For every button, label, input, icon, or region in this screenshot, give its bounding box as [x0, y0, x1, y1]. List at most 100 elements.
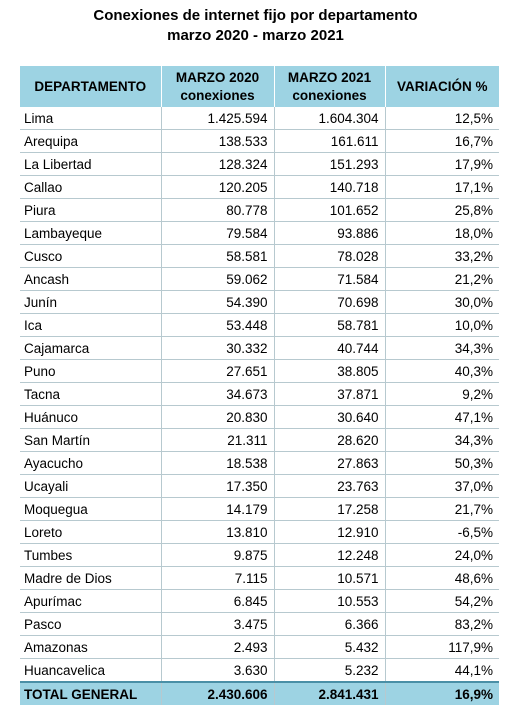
cell-marzo-2021: 10.553 [274, 589, 386, 613]
cell-marzo-2020: 18.538 [161, 451, 275, 475]
cell-marzo-2021: 93.886 [274, 221, 386, 245]
cell-variacion: -6,5% [385, 520, 499, 544]
table-row: Tacna 34.673 37.871 9,2% [20, 382, 499, 406]
cell-departamento: Lambayeque [20, 221, 162, 245]
table-row: Cajamarca 30.332 40.744 34,3% [20, 336, 499, 360]
cell-marzo-2020: 138.533 [161, 129, 275, 153]
cell-variacion: 33,2% [385, 244, 499, 268]
cell-marzo-2021: 70.698 [274, 290, 386, 314]
table-row: Junín 54.390 70.698 30,0% [20, 290, 499, 314]
table-row: Ayacucho 18.538 27.863 50,3% [20, 451, 499, 475]
cell-marzo-2021: 10.571 [274, 566, 386, 590]
cell-marzo-2021: 30.640 [274, 405, 386, 429]
cell-marzo-2021: 12.910 [274, 520, 386, 544]
table-row: San Martín 21.311 28.620 34,3% [20, 428, 499, 452]
cell-marzo-2021: 40.744 [274, 336, 386, 360]
cell-marzo-2021: 151.293 [274, 152, 386, 176]
cell-marzo-2020: 128.324 [161, 152, 275, 176]
table-row: Puno 27.651 38.805 40,3% [20, 359, 499, 383]
total-marzo-2021: 2.841.431 [274, 681, 386, 705]
cell-variacion: 18,0% [385, 221, 499, 245]
cell-variacion: 34,3% [385, 336, 499, 360]
cell-variacion: 48,6% [385, 566, 499, 590]
table-row: Amazonas 2.493 5.432 117,9% [20, 635, 499, 659]
cell-marzo-2020: 17.350 [161, 474, 275, 498]
cell-departamento: Arequipa [20, 129, 162, 153]
table-row: Loreto 13.810 12.910 -6,5% [20, 520, 499, 544]
cell-departamento: Tumbes [20, 543, 162, 567]
cell-departamento: Apurímac [20, 589, 162, 613]
table-row: La Libertad 128.324 151.293 17,9% [20, 152, 499, 176]
cell-departamento: Madre de Dios [20, 566, 162, 590]
cell-variacion: 21,7% [385, 497, 499, 521]
cell-marzo-2020: 53.448 [161, 313, 275, 337]
cell-variacion: 83,2% [385, 612, 499, 636]
cell-marzo-2021: 23.763 [274, 474, 386, 498]
table-row: Moquegua 14.179 17.258 21,7% [20, 497, 499, 521]
cell-marzo-2021: 28.620 [274, 428, 386, 452]
cell-variacion: 47,1% [385, 405, 499, 429]
cell-departamento: Loreto [20, 520, 162, 544]
cell-marzo-2021: 17.258 [274, 497, 386, 521]
cell-variacion: 9,2% [385, 382, 499, 406]
table-row: Cusco 58.581 78.028 33,2% [20, 244, 499, 268]
table-row: Lima 1.425.594 1.604.304 12,5% [20, 107, 499, 130]
cell-marzo-2020: 59.062 [161, 267, 275, 291]
cell-variacion: 54,2% [385, 589, 499, 613]
cell-departamento: La Libertad [20, 152, 162, 176]
cell-marzo-2020: 13.810 [161, 520, 275, 544]
table-row: Ancash 59.062 71.584 21,2% [20, 267, 499, 291]
cell-departamento: Callao [20, 175, 162, 199]
cell-marzo-2021: 101.652 [274, 198, 386, 222]
cell-variacion: 34,3% [385, 428, 499, 452]
cell-variacion: 30,0% [385, 290, 499, 314]
total-row: TOTAL GENERAL 2.430.606 2.841.431 16,9% [20, 681, 499, 705]
table-row: Arequipa 138.533 161.611 16,7% [20, 129, 499, 153]
table-row: Madre de Dios 7.115 10.571 48,6% [20, 566, 499, 590]
table-row: Tumbes 9.875 12.248 24,0% [20, 543, 499, 567]
cell-marzo-2020: 21.311 [161, 428, 275, 452]
cell-variacion: 37,0% [385, 474, 499, 498]
table-row: Ica 53.448 58.781 10,0% [20, 313, 499, 337]
cell-marzo-2020: 9.875 [161, 543, 275, 567]
table-row: Ucayali 17.350 23.763 37,0% [20, 474, 499, 498]
cell-marzo-2020: 120.205 [161, 175, 275, 199]
table-row: Pasco 3.475 6.366 83,2% [20, 612, 499, 636]
cell-marzo-2021: 140.718 [274, 175, 386, 199]
cell-departamento: Moquegua [20, 497, 162, 521]
cell-variacion: 25,8% [385, 198, 499, 222]
cell-variacion: 40,3% [385, 359, 499, 383]
header-row: DEPARTAMENTO MARZO 2020 conexiones MARZO… [20, 66, 499, 107]
cell-variacion: 50,3% [385, 451, 499, 475]
table-row: Callao 120.205 140.718 17,1% [20, 175, 499, 199]
cell-marzo-2021: 27.863 [274, 451, 386, 475]
header-marzo-2021: MARZO 2021 conexiones [274, 66, 386, 107]
header-variacion: VARIACIÓN % [385, 66, 499, 107]
cell-departamento: Pasco [20, 612, 162, 636]
cell-marzo-2020: 20.830 [161, 405, 275, 429]
cell-variacion: 17,9% [385, 152, 499, 176]
cell-marzo-2020: 2.493 [161, 635, 275, 659]
table-body: Lima 1.425.594 1.604.304 12,5% Arequipa 138.5… [20, 107, 499, 683]
total-variacion: 16,9% [385, 681, 499, 705]
table-row: Apurímac 6.845 10.553 54,2% [20, 589, 499, 613]
cell-variacion: 10,0% [385, 313, 499, 337]
cell-departamento: Ucayali [20, 474, 162, 498]
cell-variacion: 24,0% [385, 543, 499, 567]
cell-marzo-2021: 6.366 [274, 612, 386, 636]
cell-departamento: San Martín [20, 428, 162, 452]
cell-departamento: Amazonas [20, 635, 162, 659]
title-line-2: marzo 2020 - marzo 2021 [167, 27, 344, 44]
cell-marzo-2020: 80.778 [161, 198, 275, 222]
table-row: Lambayeque 79.584 93.886 18,0% [20, 221, 499, 245]
connections-table: DEPARTAMENTO MARZO 2020 conexiones MARZO… [20, 66, 499, 705]
chart-title: Conexiones de internet fijo por departam… [0, 6, 511, 46]
cell-marzo-2021: 71.584 [274, 267, 386, 291]
table-row: Piura 80.778 101.652 25,8% [20, 198, 499, 222]
cell-departamento: Tacna [20, 382, 162, 406]
cell-marzo-2020: 14.179 [161, 497, 275, 521]
cell-departamento: Cajamarca [20, 336, 162, 360]
cell-departamento: Cusco [20, 244, 162, 268]
cell-marzo-2021: 78.028 [274, 244, 386, 268]
cell-marzo-2021: 38.805 [274, 359, 386, 383]
